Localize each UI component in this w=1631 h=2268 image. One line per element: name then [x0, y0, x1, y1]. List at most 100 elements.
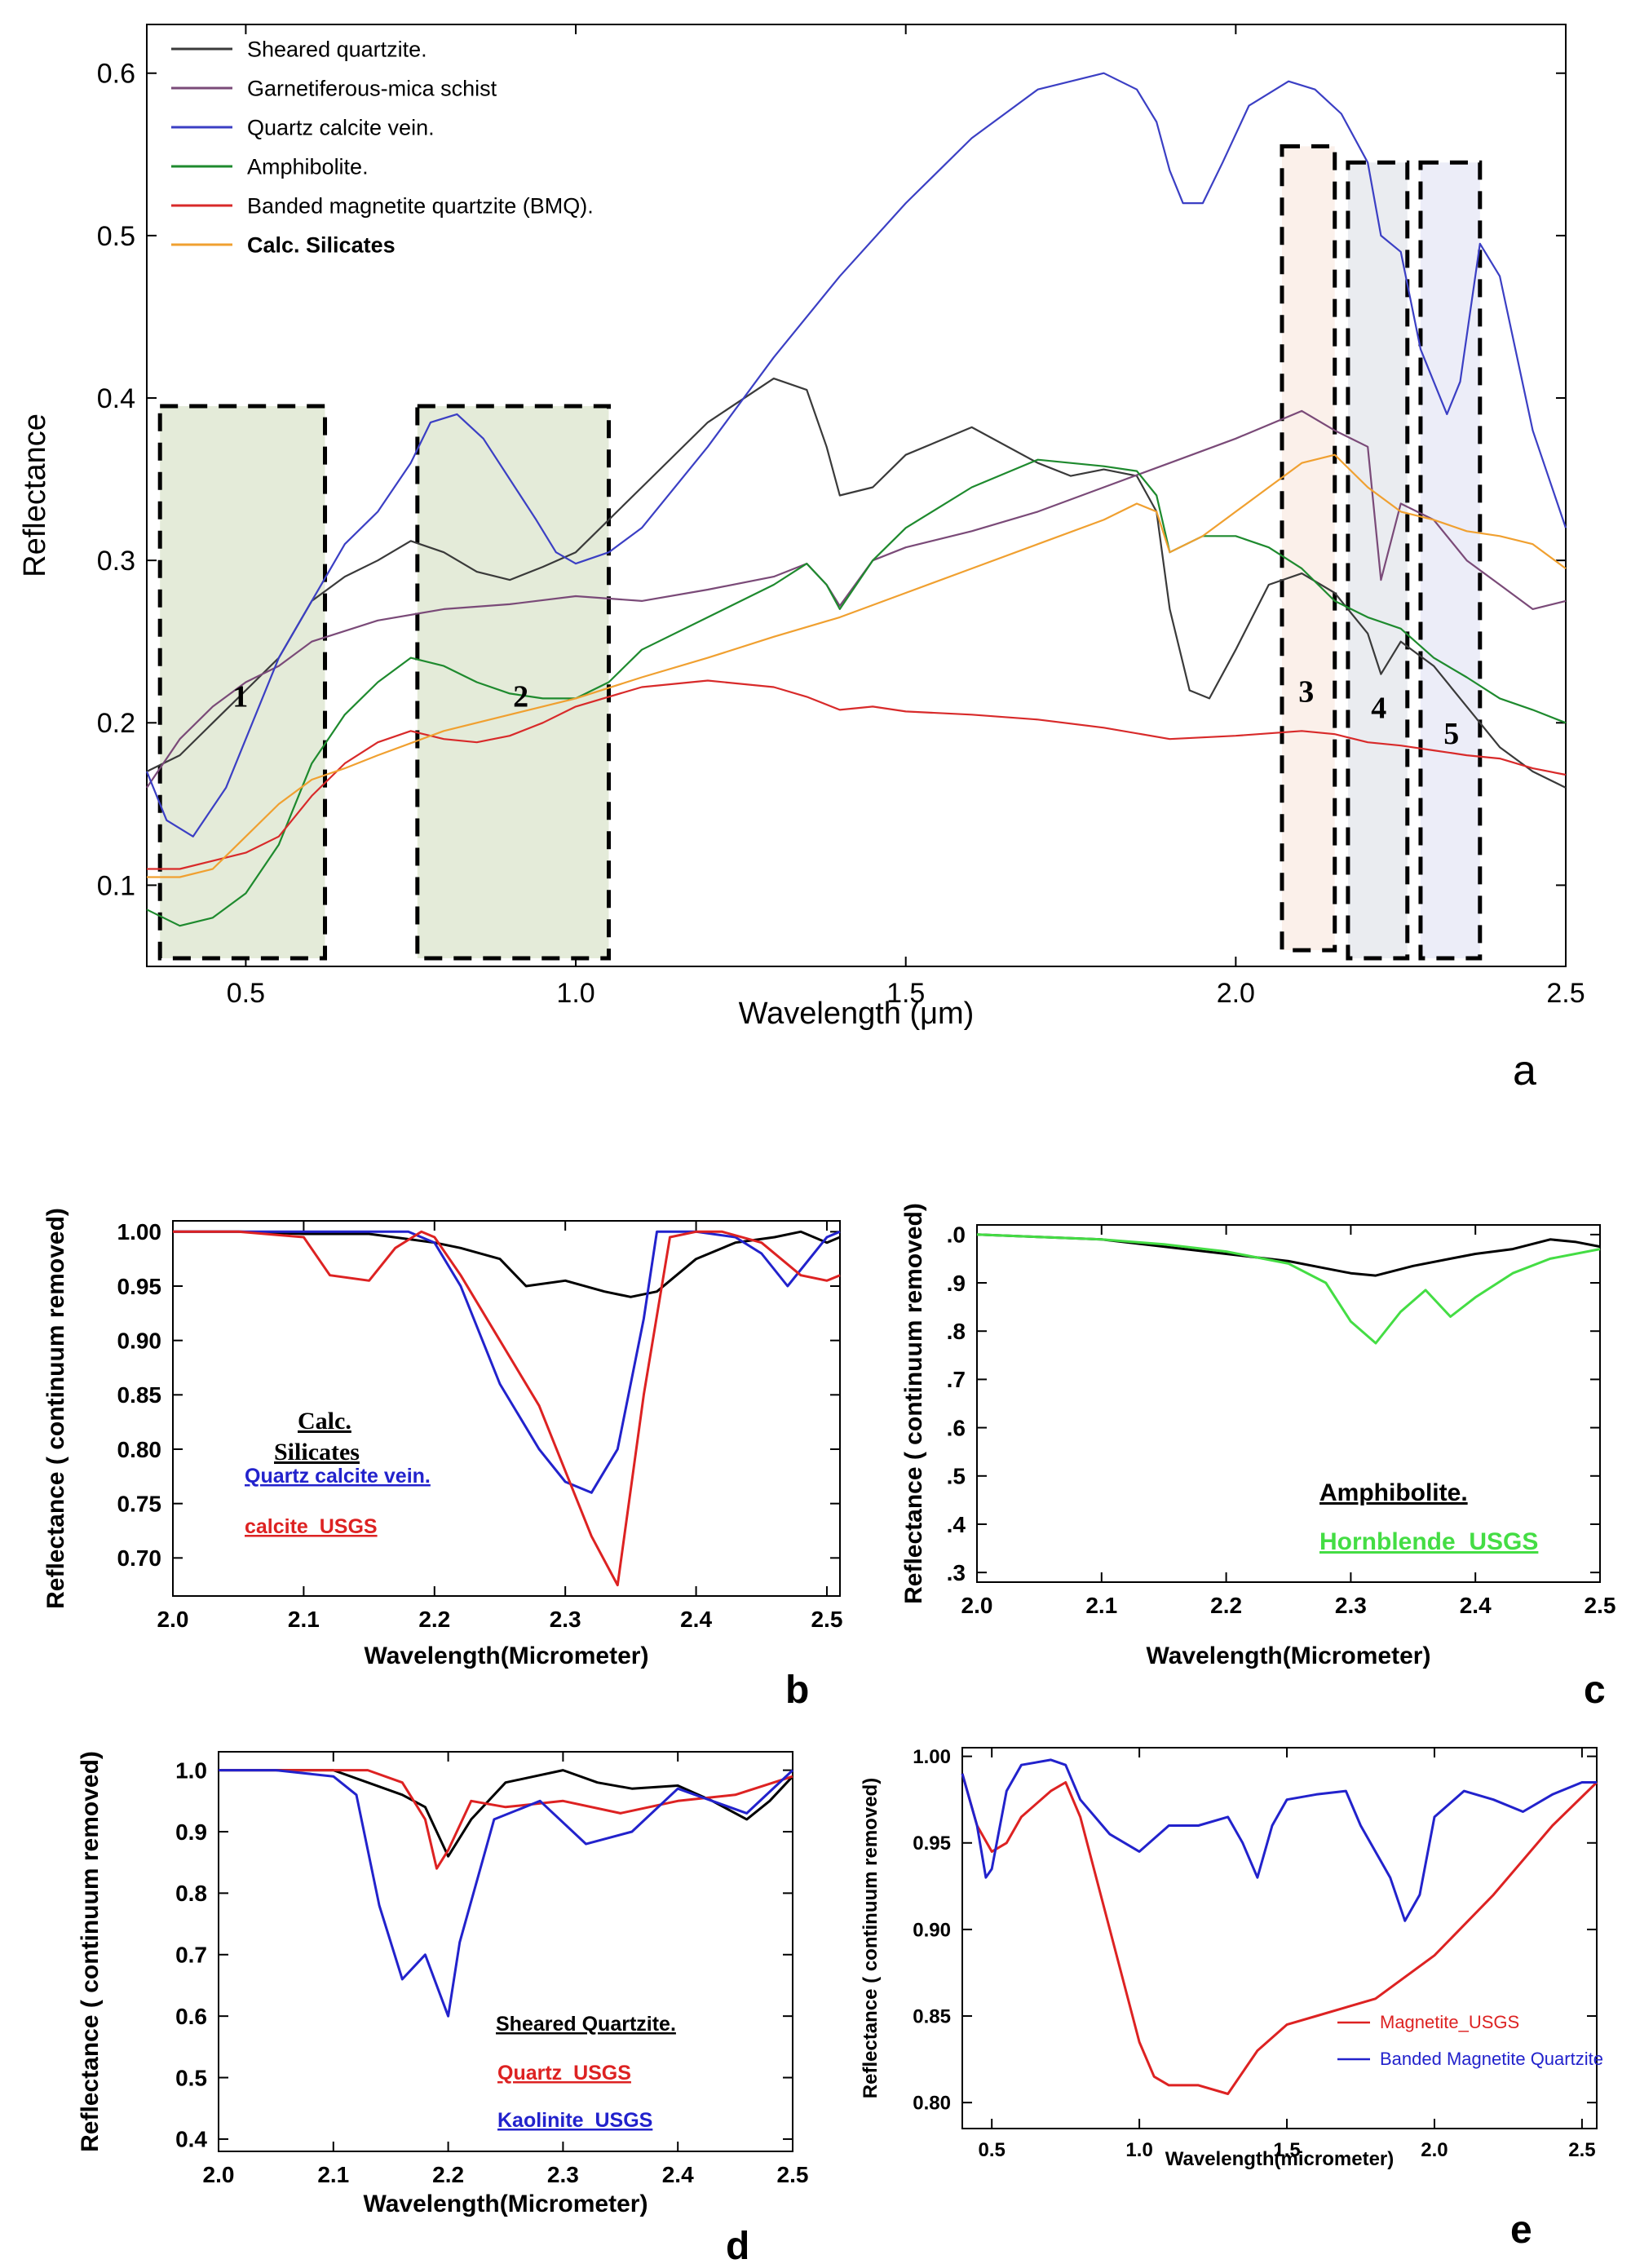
- panel-letter-c: c: [1584, 1669, 1606, 1712]
- x-tick-label: 2.2: [1210, 1593, 1242, 1618]
- legend-label-calc-silicates: Calc. Silicates: [247, 232, 396, 257]
- legend-label-magnetite-usgs: Magnetite_USGS: [1380, 2012, 1519, 2032]
- series-amphibolite: [976, 1233, 1601, 1277]
- x-tick-label: 2.0: [961, 1593, 993, 1618]
- y-tick-label: .8: [947, 1319, 966, 1344]
- y-tick-label: 0.85: [913, 2005, 951, 2027]
- y-tick-label: 0.5: [97, 221, 135, 252]
- y-tick-label: .9: [947, 1271, 966, 1296]
- legend-label-calcite-usgs: calcite_USGS: [245, 1515, 378, 1538]
- legend-label-quartz-calcite-vein: Quartz calcite vein.: [245, 1465, 431, 1488]
- x-tick-label: 2.1: [1085, 1593, 1117, 1618]
- y-tick-label: .6: [947, 1415, 966, 1440]
- y-tick-label: 0.90: [117, 1328, 162, 1353]
- y-tick-label: 0.95: [913, 1833, 951, 1855]
- series-sheared-quartzite: [219, 1769, 794, 1858]
- x-tick-label: 0.5: [978, 2139, 1005, 2161]
- y-tick-label: 0.2: [97, 708, 135, 739]
- box-5: [1418, 160, 1483, 961]
- x-tick-label: 1.0: [556, 978, 594, 1009]
- y-tick-label: 0.5: [175, 2065, 207, 2090]
- y-tick-label: 0.90: [913, 1919, 951, 1941]
- x-axis-label: Wavelength(micrometer): [1165, 2148, 1395, 2170]
- x-tick-label: 2.3: [1335, 1593, 1367, 1618]
- x-tick-label: 2.5: [811, 1607, 842, 1632]
- y-tick-label: 0.85: [117, 1382, 162, 1408]
- x-tick-label: 1.0: [1125, 2139, 1152, 2161]
- x-axis-label: Wavelength(Micrometer): [1147, 1642, 1431, 1669]
- series-calc-silicates: [173, 1230, 841, 1298]
- series-banded-magnetite-quartzite-bmq: [147, 679, 1567, 870]
- plot-frame: [146, 24, 1567, 967]
- box-2: [415, 404, 612, 961]
- y-tick-label: 0.7: [175, 1943, 207, 1968]
- y-axis-label: Reflectance: [18, 413, 52, 577]
- plot-frame: [172, 1220, 841, 1597]
- y-axis-label: Reflectance ( continuum removed): [900, 1203, 927, 1604]
- legend-label-sheared-quartzite: Sheared quartzite.: [247, 37, 427, 61]
- legend-label-quartz-usgs: Quartz_USGS: [497, 2062, 631, 2085]
- box-label-4: 4: [1371, 691, 1386, 725]
- panel-d: 2.0 2.1 2.2 2.3 2.4 2.5 0.4 0.5 0.6 0.7 0.8 0.9 1.0 W…: [77, 1751, 808, 2217]
- box-4: [1346, 160, 1410, 961]
- plot-frame: [976, 1224, 1601, 1583]
- box-3: [1280, 144, 1337, 953]
- legend-label-amphibolite: Amphibolite.: [247, 154, 369, 179]
- legend-label-amphibolite: Amphibolite.: [1319, 1479, 1468, 1506]
- series-quartz-calcite-vein: [173, 1230, 841, 1494]
- y-tick-label: .5: [947, 1464, 966, 1489]
- series-banded-magnetite-quartzite: [961, 1758, 1597, 1922]
- series-magnetite-usgs: [961, 1773, 1598, 2095]
- series-quartz-usgs: [219, 1769, 793, 1870]
- y-tick-label: 0.80: [913, 2093, 951, 2115]
- y-tick-label: 0.80: [117, 1437, 162, 1462]
- x-tick-label: 2.0: [203, 2162, 235, 2187]
- x-tick-label: 2.5: [777, 2162, 809, 2187]
- x-tick-label: 2.5: [1585, 1593, 1616, 1618]
- x-tick-label: 2.1: [317, 2162, 349, 2187]
- x-axis-label: Wavelength(Micrometer): [365, 1642, 649, 1669]
- box-label-5: 5: [1443, 717, 1459, 751]
- legend-label-sheared-quartzite: Sheared Quartzite.: [496, 2013, 676, 2036]
- y-tick-label: 0.1: [97, 870, 135, 901]
- y-tick-label: 0.6: [97, 59, 135, 90]
- panel-letter-e: e: [1510, 2208, 1532, 2252]
- series-quartz-calcite-vein: [145, 72, 1567, 838]
- x-tick-label: 2.0: [1217, 978, 1255, 1009]
- x-tick-label: 2.5: [1546, 978, 1585, 1009]
- legend-label-hornblende-usgs: Hornblende_USGS: [1319, 1528, 1538, 1555]
- legend-title: Silicates: [274, 1439, 360, 1466]
- series-calcite-usgs: [173, 1230, 841, 1587]
- y-tick-label: 1.0: [175, 1757, 207, 1783]
- y-tick-label: 1.00: [913, 1746, 951, 1768]
- series-hornblende-usgs: [976, 1233, 1601, 1345]
- y-tick-label: .3: [947, 1560, 966, 1585]
- series-calc-silicates: [147, 453, 1567, 878]
- y-axis-label: Reflectance ( continuum removed): [77, 1751, 104, 2152]
- series-kaolinite-usgs: [219, 1769, 794, 2018]
- panel-letter-a: a: [1513, 1047, 1536, 1094]
- x-tick-label: 2.1: [288, 1607, 320, 1632]
- y-tick-label: 0.75: [117, 1491, 162, 1516]
- y-tick-label: 0.3: [97, 546, 135, 577]
- panel-letter-d: d: [726, 2225, 749, 2268]
- x-tick-label: 2.4: [1460, 1593, 1492, 1618]
- legend-label-banded-magnetite-quartzite: Banded Magnetite Quartzite: [1380, 2049, 1603, 2069]
- x-tick-label: 2.4: [680, 1607, 712, 1632]
- legend-title: Calc.: [298, 1408, 351, 1435]
- y-tick-label: 0.6: [175, 2004, 207, 2029]
- y-tick-label: 0.95: [117, 1274, 162, 1299]
- series-amphibolite: [146, 458, 1567, 927]
- plot-frame: [218, 1751, 793, 2152]
- y-tick-label: 0.4: [97, 383, 135, 414]
- x-axis-label: Wavelength (μm): [739, 997, 975, 1031]
- box-label-2: 2: [513, 679, 528, 714]
- panel-b: 2.0 2.1 2.2 2.3 2.4 2.5 0.70 0.75 0.80 0.85 0.90 0.…: [42, 1208, 842, 1669]
- x-tick-label: 2.4: [662, 2162, 694, 2187]
- x-tick-label: 2.3: [547, 2162, 579, 2187]
- legend-label-kaolinite-usgs: Kaolinite_USGS: [497, 2109, 652, 2132]
- panel-a: 0.5 1.0 1.5 2.0 2.5 0.1 0.2 0.3 0.4 0.5 0.6 Wavelen…: [18, 24, 1585, 1031]
- x-tick-label: 2.2: [418, 1607, 450, 1632]
- box-label-3: 3: [1298, 674, 1314, 709]
